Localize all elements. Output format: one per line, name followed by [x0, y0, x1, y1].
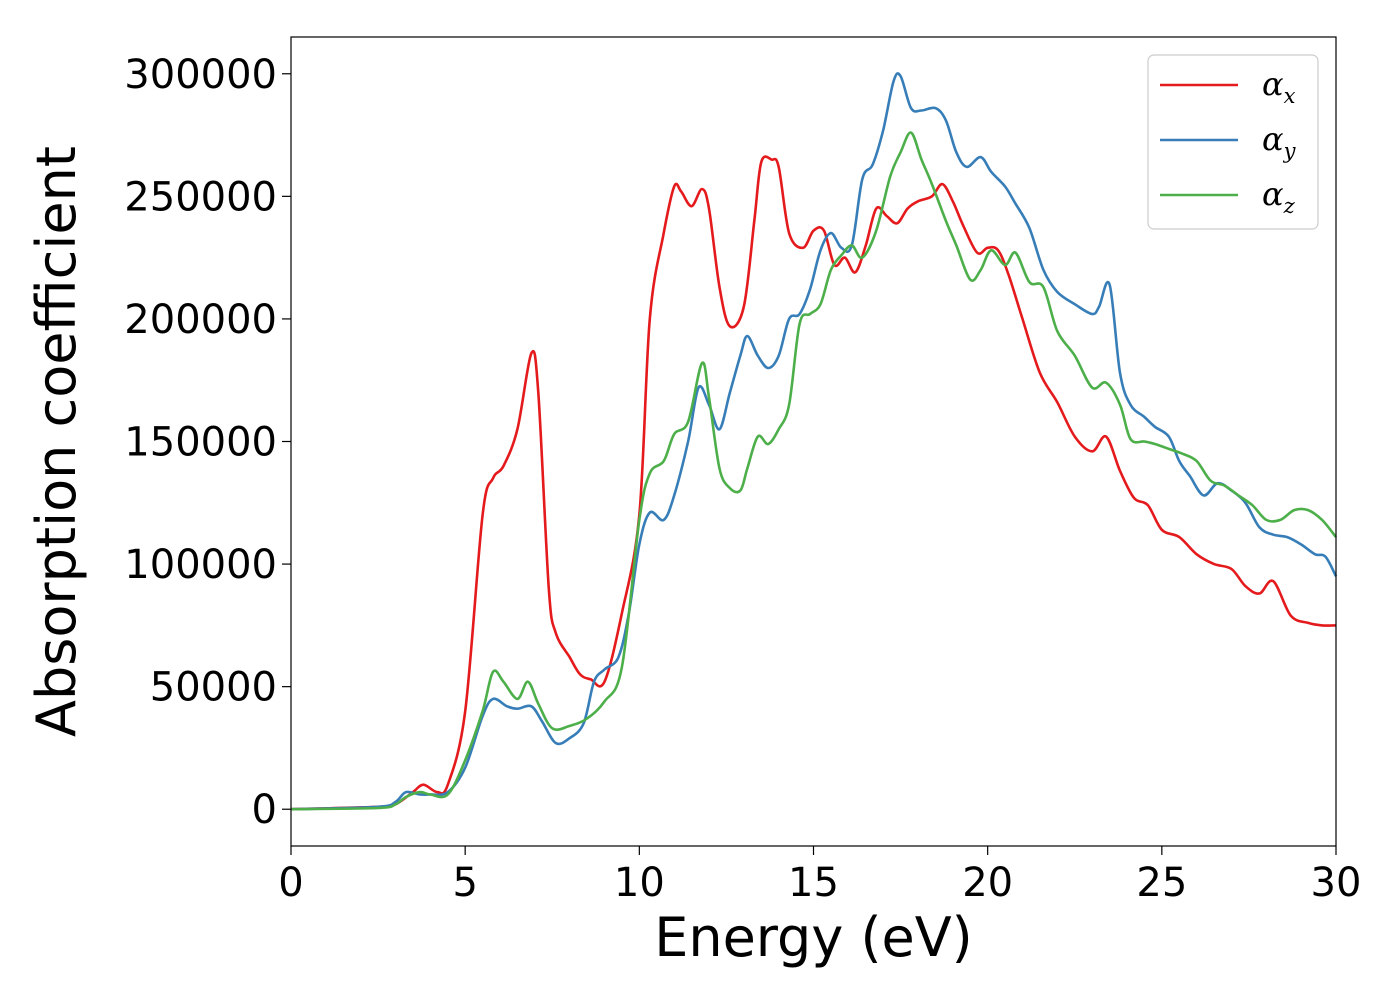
- y-tick-label: 200000: [124, 297, 277, 343]
- y-tick-label: 100000: [124, 542, 277, 588]
- legend-label-z: αz: [1262, 175, 1296, 218]
- x-tick-label: 15: [788, 860, 839, 906]
- legend-box: [1147, 54, 1319, 230]
- x-tick-label: 25: [1136, 860, 1187, 906]
- x-tick-label: 30: [1311, 860, 1362, 906]
- y-tick-label: 0: [252, 787, 277, 833]
- series-line-y: [290, 72, 1338, 811]
- y-axis: 0 50000 100000 150000 200000 250000 300000: [124, 52, 291, 833]
- y-tick-label: 300000: [124, 52, 277, 98]
- series-line-x: [290, 155, 1337, 811]
- x-tick-label: 10: [614, 860, 665, 906]
- y-axis-label: Absorption coefficient: [25, 146, 88, 737]
- series-layer: [290, 72, 1338, 811]
- x-tick-label: 0: [278, 860, 303, 906]
- x-axis-label: Energy (eV): [654, 906, 973, 969]
- x-tick-label: 20: [962, 860, 1013, 906]
- x-axis: 0 5 10 15 20 25 30: [278, 846, 1361, 906]
- y-tick-label: 250000: [124, 174, 277, 220]
- series-line-z: [290, 131, 1338, 811]
- x-tick-label: 5: [452, 860, 477, 906]
- y-tick-label: 150000: [124, 420, 277, 466]
- y-tick-label: 50000: [150, 665, 277, 711]
